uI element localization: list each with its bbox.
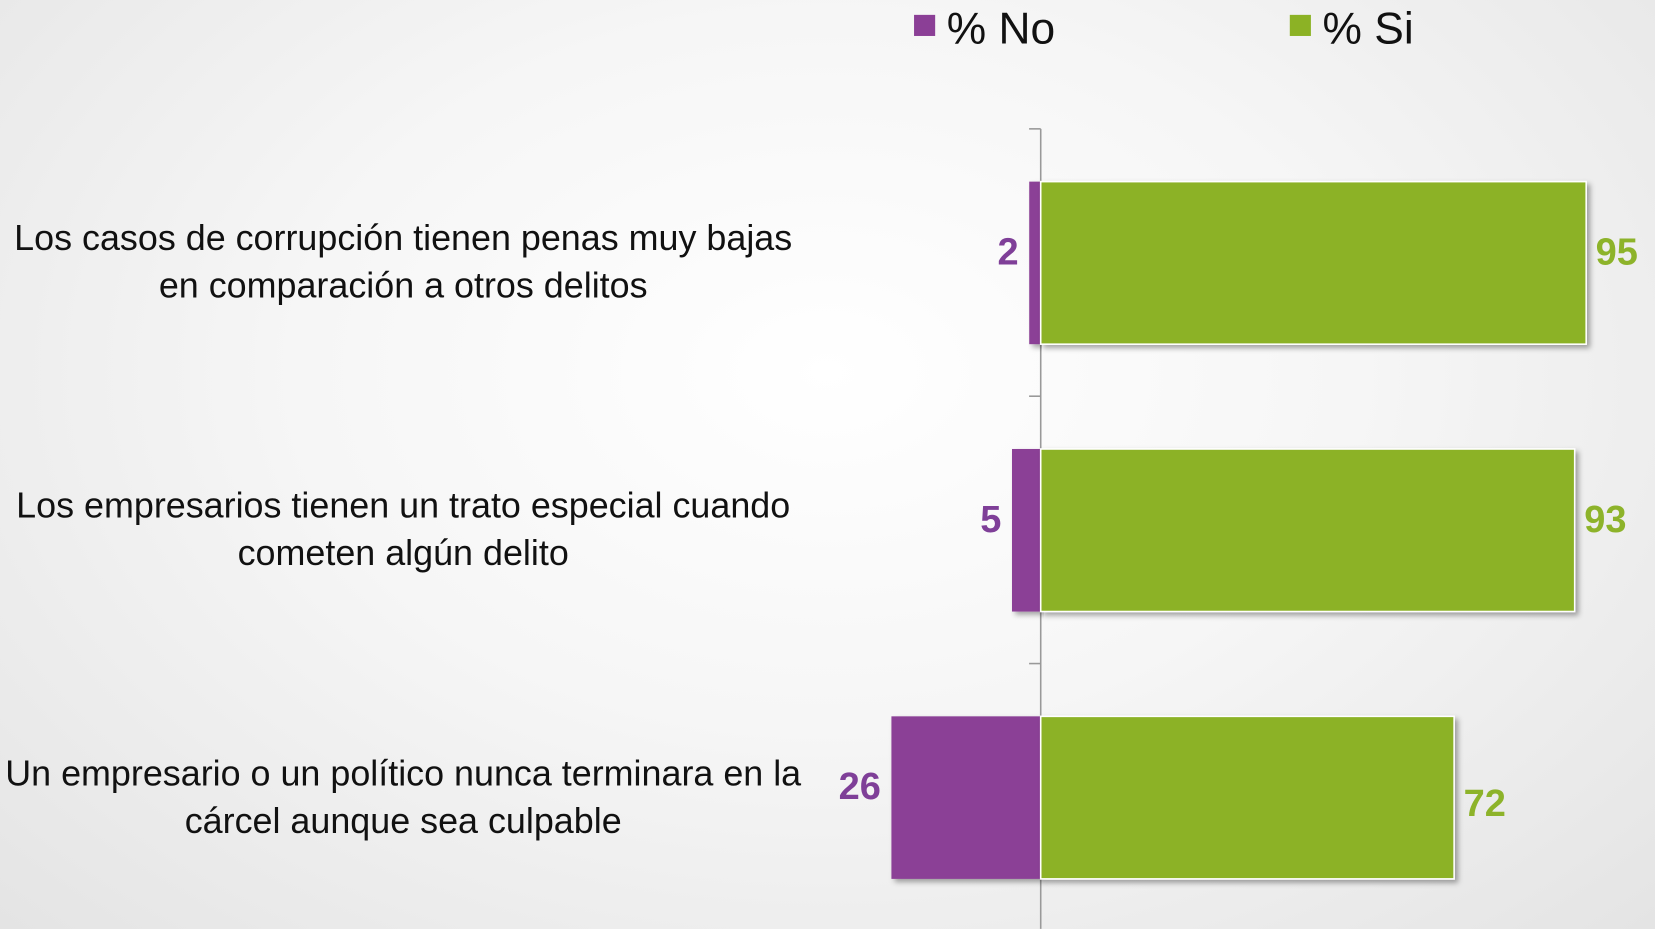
category-label-box: Los empresarios tienen un trato especial…	[16, 485, 791, 574]
value-label-si: 93	[1584, 499, 1626, 541]
bar-si	[1039, 180, 1587, 345]
bar-no	[891, 716, 1041, 879]
legend-label: % Si	[1323, 4, 1414, 53]
value-label-no: 2	[998, 231, 1019, 273]
bar-si	[1039, 448, 1576, 613]
legend-label: % No	[947, 4, 1055, 53]
category-label: Un empresario o un político nunca termin…	[5, 753, 802, 841]
bar-si	[1039, 715, 1455, 880]
bar-no	[1011, 448, 1041, 612]
value-label-no: 5	[980, 499, 1001, 541]
category-label-box: Los casos de corrupción tienen penas muy…	[14, 218, 793, 307]
category-label-box: Un empresario o un político nunca termin…	[5, 753, 802, 841]
bar-no	[1029, 181, 1041, 345]
value-label-si: 72	[1464, 783, 1506, 825]
category-label: Los empresarios tienen un trato especial…	[16, 485, 791, 574]
category-label: Los casos de corrupción tienen penas muy…	[14, 218, 793, 307]
legend-swatch	[914, 14, 936, 36]
value-label-no: 26	[839, 766, 881, 808]
legend-swatch	[1289, 14, 1311, 36]
value-label-si: 95	[1596, 231, 1638, 273]
